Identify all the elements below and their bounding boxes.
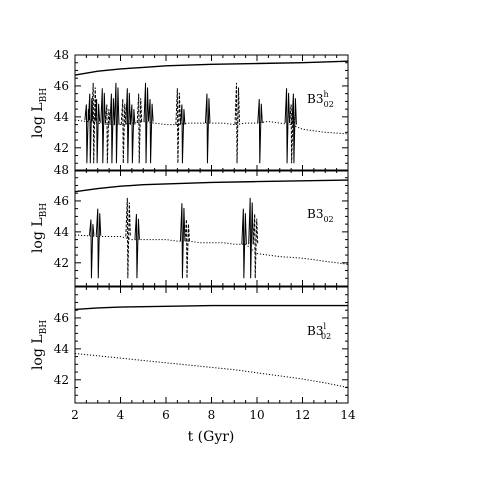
- burst-spike: [95, 208, 102, 279]
- series-solid-line: [75, 60, 348, 76]
- burst-spike: [125, 197, 131, 279]
- panel-middle: 48 46 44 42 log LBH B302: [30, 163, 349, 287]
- panel-bottom: 46 44 42 log LBH B3l 02: [30, 286, 349, 404]
- burst-spike: [136, 93, 143, 164]
- x-tick-label: 8: [208, 408, 216, 422]
- burst-spike: [179, 104, 186, 164]
- y-axis-label: log LBH: [30, 320, 49, 370]
- y-tick-label: 42: [54, 373, 69, 387]
- burst-spike: [179, 203, 186, 279]
- y-tick-label: 42: [54, 256, 69, 270]
- burst-spike: [252, 214, 259, 279]
- y-tick-label: 44: [54, 342, 70, 356]
- series-dotted-line: [75, 119, 348, 135]
- plot-area: [75, 304, 348, 388]
- burst-spike: [175, 88, 181, 164]
- series-solid-line: [75, 179, 348, 193]
- burst-spike: [248, 197, 254, 279]
- x-tick-label: 14: [340, 408, 356, 422]
- y-tick-label: 48: [54, 48, 69, 62]
- series-dotted-line: [75, 234, 348, 265]
- burst-spike: [109, 93, 115, 164]
- burst-spike: [88, 219, 95, 279]
- panel-annotation: B3h 02: [307, 90, 334, 109]
- burst-spike: [113, 82, 120, 164]
- burst-spike: [87, 93, 94, 164]
- burst-spike: [91, 82, 97, 164]
- burst-spike: [134, 214, 140, 279]
- panel-top: 48 46 44 42 log LBH B3h 02: [30, 48, 349, 172]
- x-tick-label: 4: [117, 408, 125, 422]
- burst-spike: [234, 82, 241, 164]
- burst-spike: [120, 99, 127, 164]
- y-tick-label: 42: [54, 141, 69, 155]
- burst-spike: [291, 93, 297, 164]
- burst-spike: [204, 93, 211, 164]
- series-solid-line: [75, 304, 348, 311]
- burst-spike: [148, 99, 154, 164]
- x-tick-label: 12: [295, 408, 310, 422]
- burst-spike: [241, 208, 247, 279]
- x-tick-label: 2: [71, 408, 79, 422]
- x-axis-label: t (Gyr): [188, 429, 235, 445]
- panel-frame: [74, 169, 349, 287]
- y-tick-label: 46: [54, 311, 69, 325]
- burst-spike: [284, 88, 291, 164]
- panel-frame: [74, 286, 349, 404]
- x-tick-label: 6: [162, 408, 170, 422]
- burst-spike: [257, 99, 263, 164]
- burst-spike: [104, 104, 111, 164]
- burst-spike: [100, 88, 106, 164]
- y-tick-label: 44: [54, 225, 70, 239]
- plot-area: [75, 179, 348, 279]
- y-tick-label: 46: [54, 194, 69, 208]
- y-axis-label: log LBH: [30, 203, 49, 253]
- burst-spike: [184, 219, 190, 279]
- y-tick-label: 48: [54, 163, 69, 177]
- burst-spike: [143, 82, 150, 164]
- plot-area: [75, 60, 348, 164]
- x-tick-label: 10: [249, 408, 264, 422]
- y-tick-label: 46: [54, 79, 69, 93]
- burst-spike: [129, 104, 136, 164]
- burst-spike: [125, 88, 131, 164]
- panel-annotation: B3l 02: [307, 322, 331, 341]
- y-tick-label: 44: [54, 110, 70, 124]
- series-dotted-line: [75, 353, 348, 388]
- panel-annotation: B302: [307, 207, 334, 224]
- burst-spike: [94, 99, 101, 164]
- y-axis-label: log LBH: [30, 88, 49, 138]
